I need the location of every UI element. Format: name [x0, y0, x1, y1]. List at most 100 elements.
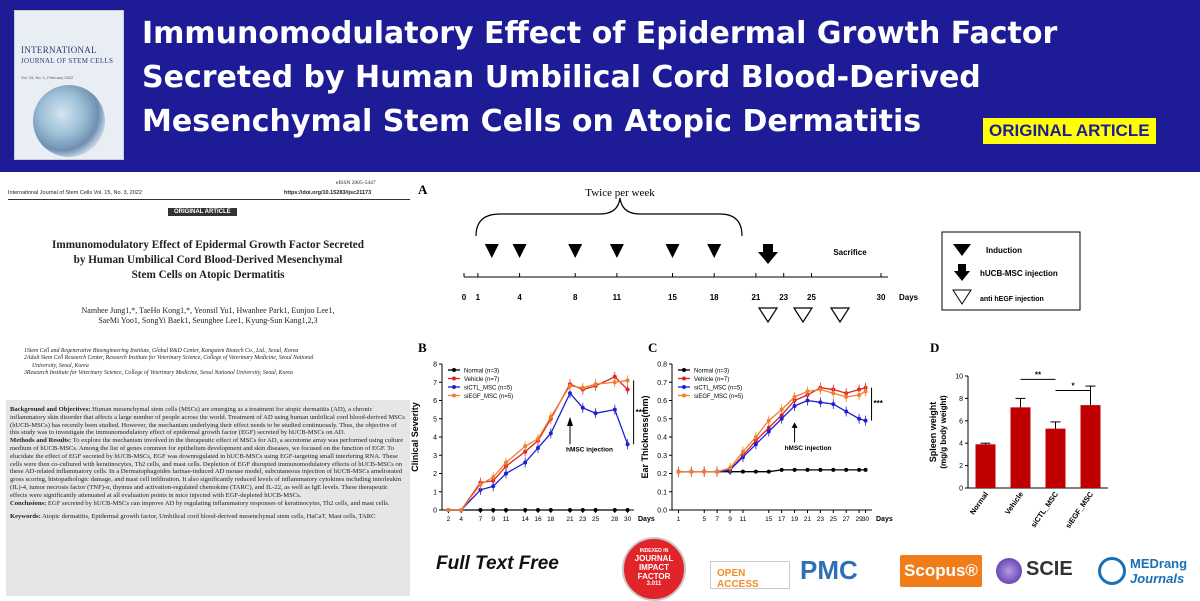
x-tick-label: 11	[740, 516, 747, 523]
data-point	[753, 469, 758, 474]
data-point	[766, 429, 771, 434]
data-point	[740, 469, 745, 474]
x-tick-label: 17	[778, 516, 786, 523]
panel-d-label: D	[930, 340, 939, 355]
data-point	[818, 467, 823, 472]
data-point	[753, 442, 758, 447]
timeline-tick-label: 18	[710, 293, 719, 302]
induction-marker	[568, 244, 583, 258]
data-point	[523, 449, 528, 454]
data-point	[536, 508, 540, 512]
abstract-methods: Methods and Results: To explore the mech…	[10, 437, 404, 499]
legend-anti-hegf-label: anti hEGF injection	[980, 296, 1044, 303]
ear-thickness-chart: 0.00.10.20.30.40.50.60.70.81 5 7 9 11 15 17 19 2…	[640, 362, 893, 524]
y-tick-label: 7	[433, 380, 437, 387]
data-point	[818, 387, 823, 392]
journal-cover-image: INTERNATIONAL JOURNAL OF STEM CELLS Vol.…	[14, 10, 124, 160]
legend-marker	[452, 376, 456, 381]
data-point	[612, 407, 617, 412]
y-axis-label: Clinical Severity	[410, 402, 420, 472]
data-point	[702, 469, 707, 474]
legend-induction-label: Induction	[986, 246, 1022, 255]
data-point	[612, 508, 617, 512]
legend-injection-label: hUCB-MSC injection	[980, 269, 1058, 278]
x-tick-label: 9	[491, 516, 495, 523]
data-point	[446, 508, 451, 512]
legend-label: Vehicle (n=7)	[694, 377, 729, 383]
data-point	[676, 469, 681, 474]
injection-pointer-head	[791, 422, 798, 428]
abstract-keywords: Keywords: Atopic dermatitis, Epidermal g…	[10, 513, 376, 521]
panel-c-label: C	[648, 340, 657, 355]
doi-link[interactable]: https://doi.org/10.15283/ijsc21173	[284, 190, 372, 196]
y-tick-label: 0.4	[657, 435, 667, 442]
x-tick-label: 23	[579, 516, 587, 523]
full-text-free-label: Full Text Free	[436, 553, 559, 574]
footer-bar: Full Text Free INDEXED IN JOURNAL IMPACT…	[0, 537, 1200, 601]
significance-marker: *	[1071, 382, 1075, 391]
y-tick-label: 0.2	[657, 471, 667, 478]
legend-marker	[682, 376, 686, 381]
data-point	[593, 508, 598, 512]
induction-marker	[484, 244, 499, 258]
timeline-tick-label: 8	[573, 293, 578, 302]
data-point	[625, 508, 630, 512]
y-tick-label: 0.7	[657, 380, 667, 387]
y-tick-label: 6	[433, 398, 437, 405]
bar	[975, 444, 996, 488]
journal-impact-factor-seal: INDEXED IN JOURNAL IMPACT FACTOR 3.011	[622, 537, 686, 601]
data-point	[625, 387, 630, 392]
legend-label: siEGF_MSC (n=5)	[694, 394, 743, 400]
y-tick-label: 1	[433, 489, 437, 496]
data-point	[523, 444, 528, 449]
x-tick-label: 28	[611, 516, 619, 523]
cover-journal-name: INTERNATIONAL JOURNAL OF STEM CELLS	[21, 45, 114, 65]
category-label: Normal	[968, 490, 990, 516]
data-point	[459, 508, 464, 512]
data-point	[779, 467, 784, 472]
header-rule	[8, 199, 410, 200]
data-point	[805, 467, 810, 472]
y-tick-label: 0.6	[657, 398, 667, 405]
x-tick-label: 14	[522, 516, 530, 523]
data-point	[625, 442, 630, 447]
y-tick-label: 5	[433, 416, 437, 423]
paper-affiliations: 1Stem Cell and Regenerative Bioengineeri…	[24, 348, 314, 377]
x-tick-label: 21	[804, 516, 812, 523]
data-point	[863, 467, 868, 472]
data-point	[753, 435, 758, 439]
data-point	[523, 460, 528, 465]
data-point	[779, 407, 784, 412]
cover-meta: Vol. 15, No. 1, February 2022	[21, 75, 74, 80]
data-point	[548, 508, 553, 512]
twice-weekly-bracket	[475, 197, 743, 237]
data-point	[863, 418, 868, 423]
banner-title: Immunomodulatory Effect of Epidermal Gro…	[142, 16, 1058, 139]
data-point	[548, 414, 553, 419]
data-point	[568, 508, 572, 512]
timeline-tick-label: 25	[807, 293, 816, 302]
data-point	[805, 389, 810, 394]
anti-hegf-marker-25	[829, 307, 851, 324]
significance-marker: **	[1035, 370, 1042, 379]
timeline-tick-label: 4	[517, 293, 522, 302]
data-point	[857, 467, 862, 472]
eissn: eISSN 2005-5447	[336, 180, 376, 186]
panel-a-label: A	[418, 182, 428, 197]
scopus-logo: Scopus®	[900, 555, 982, 587]
legend-anti-hegf-icon	[952, 289, 972, 305]
x-tick-label: 4	[459, 516, 463, 523]
data-point	[740, 455, 745, 460]
original-article-badge: ORIGINAL ARTICLE	[983, 118, 1156, 144]
panel-b-label: B	[418, 340, 427, 355]
data-point	[792, 394, 797, 399]
x-tick-label: 19	[791, 516, 799, 523]
medrang-logo: MEDrang Journals	[1130, 556, 1188, 586]
legend-label: Normal (n=3)	[694, 369, 729, 375]
y-tick-label: 0	[959, 486, 963, 493]
y-tick-label: 0	[433, 508, 437, 515]
x-tick-label: 16	[534, 516, 542, 523]
study-figure: A Twice per week 0 1 4 8 11 15 18 21 23 25 30 Days …	[410, 182, 1108, 530]
data-point	[568, 383, 572, 388]
induction-markers	[484, 244, 722, 258]
